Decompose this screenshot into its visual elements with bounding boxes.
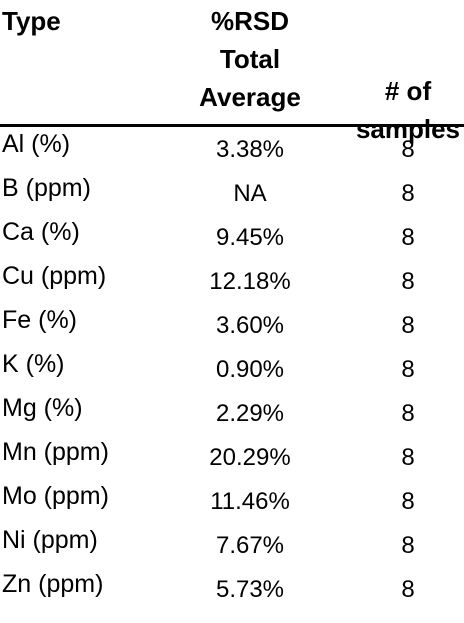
- table-row: Ni (ppm) 7.67% 8: [0, 525, 464, 569]
- cell-samples: 8: [401, 444, 415, 471]
- table-row: K (%) 0.90% 8: [0, 349, 464, 393]
- cell-samples: 8: [401, 312, 415, 339]
- cell-samples: 8: [401, 532, 415, 559]
- table-row: Fe (%) 3.60% 8: [0, 305, 464, 349]
- cell-rsd: 2.29%: [215, 400, 285, 427]
- header-samples: # of samples: [352, 72, 464, 148]
- table-row: Al (%) 3.38% 8: [0, 129, 464, 173]
- cell-type: Cu (ppm): [2, 262, 107, 290]
- cell-type: Ni (ppm): [2, 526, 98, 554]
- cell-samples: 8: [401, 576, 415, 603]
- table-row: B (ppm) NA 8: [0, 173, 464, 217]
- cell-type: Mo (ppm): [2, 482, 109, 510]
- header-rsd-line-1: %RSD: [210, 6, 289, 36]
- header-rsd: %RSD Total Average: [180, 2, 320, 116]
- cell-rsd: 3.60%: [215, 312, 285, 339]
- cell-rsd: 3.38%: [215, 136, 285, 163]
- table-row: Mn (ppm) 20.29% 8: [0, 437, 464, 481]
- cell-type: Mg (%): [2, 394, 83, 422]
- cell-samples: 8: [401, 356, 415, 383]
- header-samples-line-2: samples: [355, 114, 461, 144]
- cell-type: Mn (ppm): [2, 438, 109, 466]
- header-type: Type: [2, 6, 61, 36]
- table-row: Mo (ppm) 11.46% 8: [0, 481, 464, 525]
- cell-type: Zn (ppm): [2, 570, 104, 598]
- cell-rsd: 9.45%: [215, 224, 285, 251]
- cell-samples: 8: [401, 400, 415, 427]
- table-row: Cu (ppm) 12.18% 8: [0, 261, 464, 305]
- cell-samples: 8: [401, 224, 415, 251]
- table-row: Zn (ppm) 5.73% 8: [0, 569, 464, 613]
- cell-rsd: 12.18%: [209, 268, 291, 295]
- cell-rsd: 5.73%: [215, 576, 285, 603]
- header-rsd-line-2: Total: [219, 44, 281, 74]
- cell-rsd: NA: [233, 180, 267, 207]
- cell-samples: 8: [401, 136, 415, 163]
- cell-type: K (%): [2, 350, 65, 378]
- cell-type: Ca (%): [2, 218, 80, 246]
- header-rsd-line-3: Average: [199, 82, 301, 112]
- table-row: Ca (%) 9.45% 8: [0, 217, 464, 261]
- table-row: Mg (%) 2.29% 8: [0, 393, 464, 437]
- cell-rsd: 7.67%: [215, 532, 285, 559]
- cell-samples: 8: [401, 488, 415, 515]
- cell-type: B (ppm): [2, 174, 91, 202]
- header-divider: [0, 124, 464, 127]
- cell-type: Fe (%): [2, 306, 77, 334]
- cell-rsd: 0.90%: [215, 356, 285, 383]
- header-samples-line-1: # of: [384, 76, 432, 106]
- cell-samples: 8: [401, 268, 415, 295]
- cell-type: Al (%): [2, 130, 71, 158]
- cell-rsd: 20.29%: [209, 444, 291, 471]
- cell-rsd: 11.46%: [210, 488, 290, 515]
- cell-samples: 8: [401, 180, 415, 207]
